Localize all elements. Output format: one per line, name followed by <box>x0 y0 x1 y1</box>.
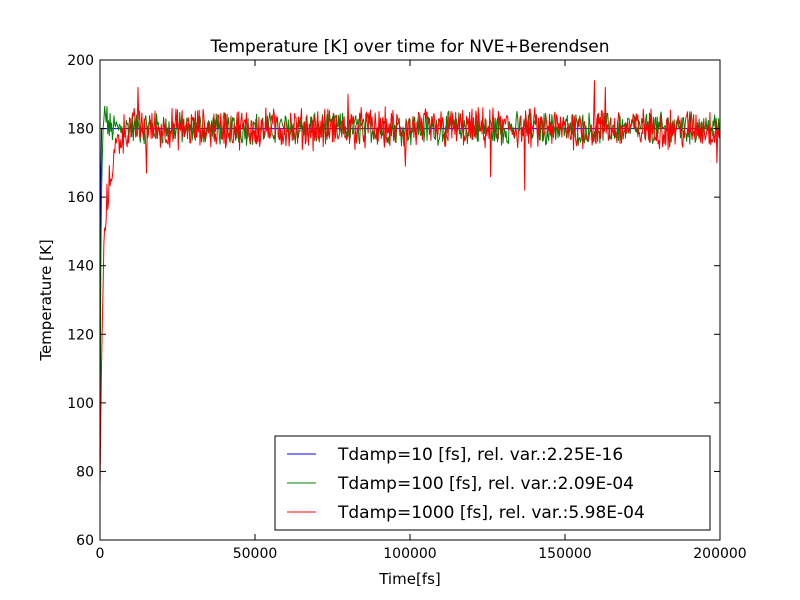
legend-label: Tdamp=10 [fs], rel. var.:2.25E-16 <box>337 445 623 465</box>
y-axis-label: Temperature [K] <box>37 239 55 361</box>
legend: Tdamp=10 [fs], rel. var.:2.25E-16 Tdamp=1… <box>274 435 711 531</box>
x-axis-label: Time[fs] <box>378 570 441 588</box>
y-tick-label: 120 <box>67 327 94 343</box>
x-axis: 0 50000 100000 150000 200000 <box>96 60 747 562</box>
x-tick-label: 0 <box>96 546 105 562</box>
x-tick-label: 100000 <box>383 546 436 562</box>
y-tick-label: 160 <box>67 190 94 206</box>
y-tick-label: 100 <box>67 396 94 412</box>
y-tick-label: 60 <box>76 533 94 549</box>
y-tick-label: 200 <box>67 53 94 69</box>
legend-label: Tdamp=100 [fs], rel. var.:2.09E-04 <box>337 474 634 494</box>
x-tick-label: 50000 <box>233 546 278 562</box>
series-line <box>100 80 720 489</box>
x-tick-label: 150000 <box>538 546 591 562</box>
legend-label: Tdamp=1000 [fs], rel. var.:5.98E-04 <box>337 503 645 523</box>
y-tick-label: 140 <box>67 259 94 275</box>
series-layer <box>100 80 720 489</box>
y-tick-label: 80 <box>76 464 94 480</box>
legend-box <box>274 435 711 531</box>
y-axis: 60 80 100 120 140 160 180 200 <box>67 53 720 549</box>
x-tick-label: 200000 <box>693 546 746 562</box>
y-tick-label: 180 <box>67 122 94 138</box>
chart-title: Temperature [K] over time for NVE+Berend… <box>210 37 610 57</box>
